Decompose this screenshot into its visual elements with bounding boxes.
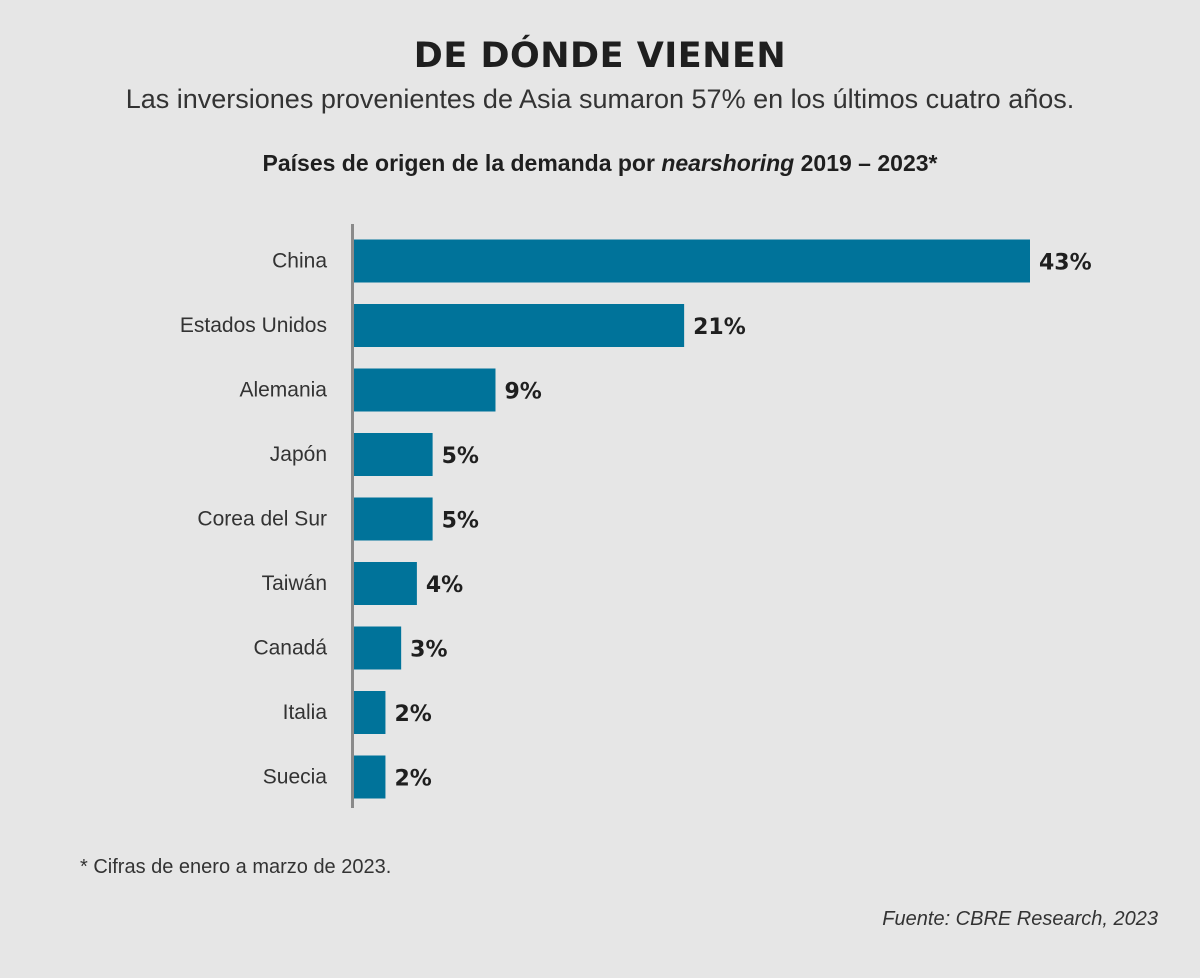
bar — [354, 433, 433, 476]
value-label: 43% — [1039, 251, 1092, 276]
bar — [354, 368, 496, 412]
category-label: Italia — [283, 701, 328, 724]
bar — [354, 239, 1030, 283]
main-title: DE DÓNDE VIENEN — [413, 36, 787, 76]
value-label: 5% — [442, 509, 479, 534]
bar — [354, 755, 386, 799]
value-label: 2% — [394, 767, 431, 792]
bar — [354, 691, 386, 734]
bar — [354, 304, 685, 347]
chart-title: Países de origen de la demanda por nears… — [0, 150, 1200, 177]
subtitle: Las inversiones provenientes de Asia sum… — [125, 84, 1075, 114]
category-label: Corea del Sur — [197, 508, 327, 531]
category-label: Taiwán — [262, 572, 327, 595]
category-label: Japón — [270, 443, 327, 466]
chart-title-prefix: Países de origen de la demanda por — [262, 150, 662, 176]
value-label: 5% — [442, 444, 479, 469]
category-label: Canadá — [253, 637, 327, 660]
value-label: 2% — [394, 702, 431, 727]
category-label: Estados Unidos — [180, 314, 327, 337]
category-label: Alemania — [239, 379, 327, 402]
source-note: Fuente: CBRE Research, 2023 — [882, 908, 1158, 930]
value-label: 21% — [693, 315, 746, 340]
value-label: 4% — [426, 573, 463, 598]
chart-title-suffix: 2019 – 2023* — [794, 150, 938, 176]
bar — [354, 497, 433, 541]
bar — [354, 626, 402, 670]
value-label: 3% — [410, 638, 447, 663]
value-label: 9% — [504, 380, 541, 405]
category-label: Suecia — [263, 766, 328, 789]
footnote: * Cifras de enero a marzo de 2023. — [80, 856, 392, 878]
bar-chart: China 43% Estados Unidos 21% Alemania 9% Japón… — [180, 224, 1092, 808]
chart-title-emphasis: nearshoring — [661, 150, 795, 176]
bar — [354, 562, 417, 605]
bars-group: China 43% Estados Unidos 21% Alemania 9% Japón… — [180, 239, 1092, 799]
category-label: China — [272, 250, 327, 273]
